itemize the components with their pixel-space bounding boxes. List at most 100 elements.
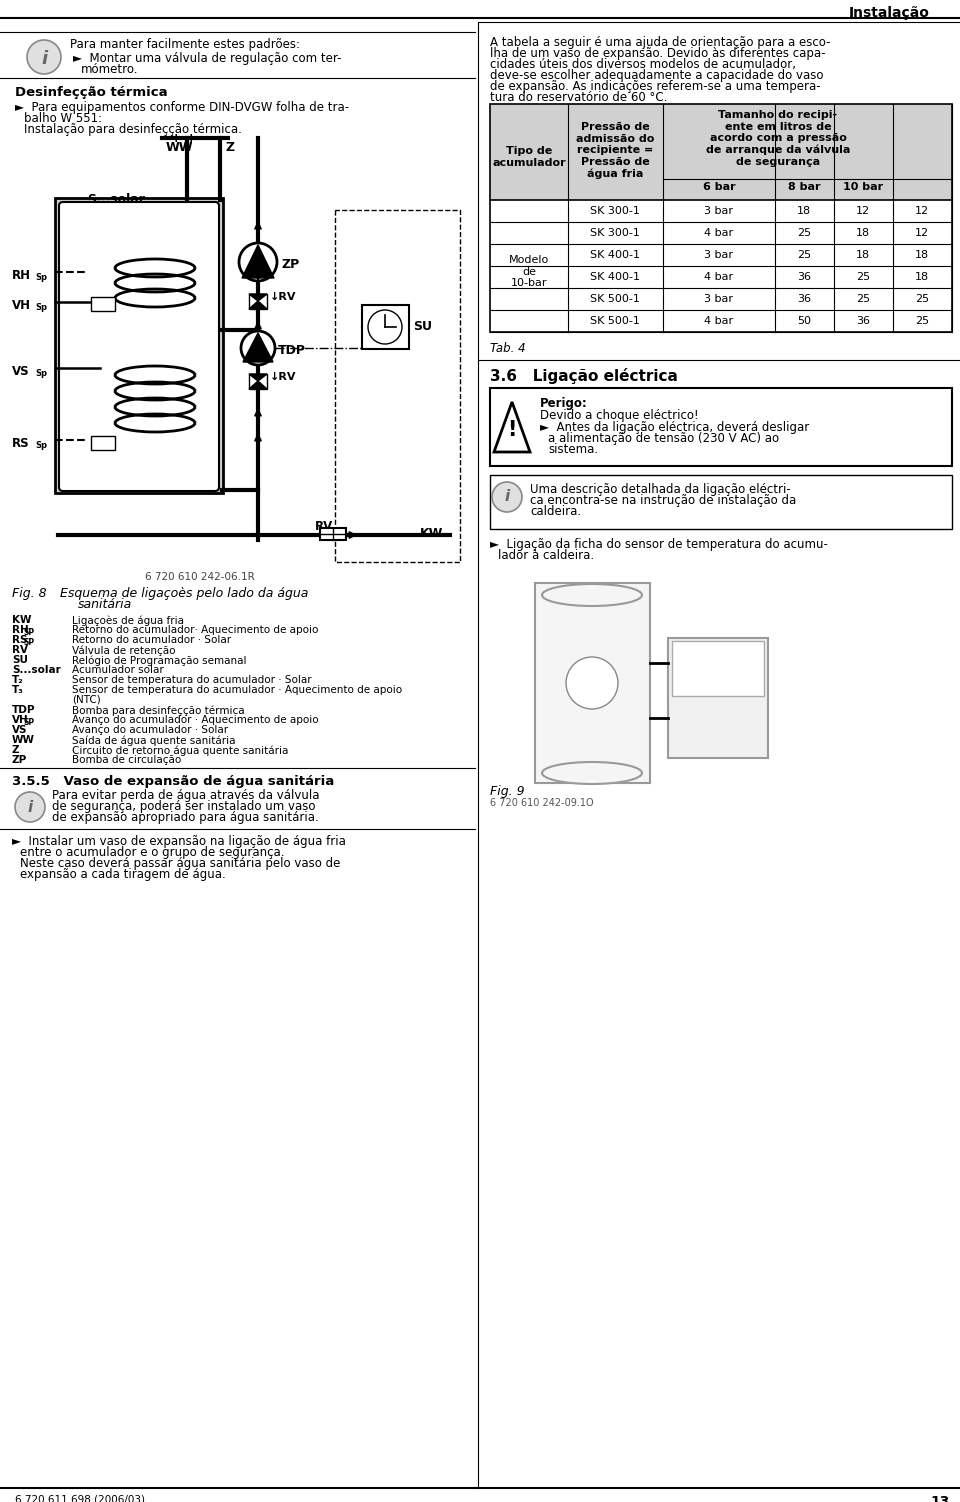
Text: 18: 18	[797, 206, 811, 216]
Text: SK 300-1: SK 300-1	[590, 228, 640, 237]
Circle shape	[241, 330, 275, 365]
Text: Avanço do acumulador · Aquecimento de apoio: Avanço do acumulador · Aquecimento de ap…	[72, 715, 319, 725]
Text: 18: 18	[915, 272, 929, 282]
Text: Tipo de
acumulador: Tipo de acumulador	[492, 146, 565, 168]
Ellipse shape	[542, 584, 642, 605]
Text: Bomba para desinfeçção térmica: Bomba para desinfeçção térmica	[72, 704, 245, 715]
Text: Tab. 4: Tab. 4	[490, 342, 526, 354]
Text: Perigo:: Perigo:	[540, 397, 588, 410]
Text: i: i	[41, 50, 47, 68]
Text: ►  Montar uma válvula de regulação com ter-: ► Montar uma válvula de regulação com te…	[73, 53, 342, 65]
Text: Relógio de Programação semanal: Relógio de Programação semanal	[72, 655, 247, 665]
Text: ZP: ZP	[282, 258, 300, 270]
Bar	[668, 638, 768, 759]
Bar	[91, 297, 115, 311]
Text: Retorno do acumulador· Aquecimento de apoio: Retorno do acumulador· Aquecimento de ap…	[72, 625, 319, 635]
Text: T: T	[93, 299, 99, 309]
Text: 25: 25	[797, 228, 811, 237]
Text: Ligaçoès de água fria: Ligaçoès de água fria	[72, 614, 184, 625]
Text: Modelo
de
10-bar: Modelo de 10-bar	[509, 255, 549, 288]
Text: Instalação para desinfeçção térmica.: Instalação para desinfeçção térmica.	[24, 123, 242, 137]
Bar	[490, 475, 952, 529]
Text: de expansão. As indicações referem-se a uma tempera-: de expansão. As indicações referem-se a …	[490, 80, 821, 93]
Circle shape	[566, 656, 618, 709]
Polygon shape	[249, 294, 267, 300]
Bar	[490, 104, 952, 200]
Bar	[249, 374, 267, 389]
Polygon shape	[249, 374, 267, 382]
Text: RV: RV	[315, 520, 333, 533]
Text: ↓RV: ↓RV	[270, 372, 297, 382]
Text: 4 bar: 4 bar	[705, 228, 733, 237]
Text: Neste caso deverá passar água sanitária pelo vaso de: Neste caso deverá passar água sanitária …	[20, 858, 341, 870]
Text: 3 bar: 3 bar	[705, 206, 733, 216]
Text: caldeira.: caldeira.	[530, 505, 581, 518]
Text: lador à caldeira.: lador à caldeira.	[498, 550, 594, 562]
Text: deve-se escolher adequadamente a capacidade do vaso: deve-se escolher adequadamente a capacid…	[490, 69, 824, 83]
Bar	[535, 583, 650, 783]
Text: VS: VS	[12, 365, 30, 379]
Text: 12: 12	[915, 228, 929, 237]
Text: 2: 2	[100, 440, 105, 449]
Bar	[320, 529, 346, 541]
Text: Para evitar perda de água através da válvula: Para evitar perda de água através da vál…	[52, 789, 320, 802]
Text: 4 bar: 4 bar	[705, 315, 733, 326]
Text: ↓RV: ↓RV	[270, 291, 297, 302]
Text: 4 bar: 4 bar	[705, 272, 733, 282]
Bar	[672, 641, 764, 695]
Text: 25: 25	[915, 315, 929, 326]
Bar	[490, 388, 952, 466]
Text: Uma descrição detalhada da ligação eléctri-: Uma descrição detalhada da ligação eléct…	[530, 484, 791, 496]
Text: i: i	[28, 801, 33, 816]
Text: Tamanho do recipi-
ente em litros de
acordo com a pressão
de arranque da válvula: Tamanho do recipi- ente em litros de aco…	[706, 110, 851, 167]
Text: de expansão apropriado para água sanitária.: de expansão apropriado para água sanitár…	[52, 811, 319, 825]
Text: 50: 50	[797, 315, 811, 326]
Text: SU: SU	[12, 655, 28, 665]
Text: RH: RH	[12, 269, 31, 282]
Text: WW: WW	[12, 734, 35, 745]
Text: 18: 18	[856, 249, 870, 260]
Ellipse shape	[542, 762, 642, 784]
Text: 36: 36	[856, 315, 870, 326]
Text: TDP: TDP	[12, 704, 36, 715]
Text: 25: 25	[797, 249, 811, 260]
Text: mómetro.: mómetro.	[81, 63, 138, 77]
Polygon shape	[243, 333, 273, 362]
Text: Retorno do acumulador · Solar: Retorno do acumulador · Solar	[72, 635, 231, 644]
Text: entre o acumulador e o grupo de segurança.: entre o acumulador e o grupo de seguranç…	[20, 846, 284, 859]
Text: A tabela a seguir é uma ajuda de orientação para a esco-: A tabela a seguir é uma ajuda de orienta…	[490, 36, 830, 50]
Text: Acumulador solar: Acumulador solar	[72, 665, 164, 674]
Text: Saída de água quente sanitária: Saída de água quente sanitária	[72, 734, 235, 745]
Polygon shape	[249, 382, 267, 389]
Text: SK 400-1: SK 400-1	[590, 249, 640, 260]
Text: ►  Para equipamentos conforme DIN-DVGW folha de tra-: ► Para equipamentos conforme DIN-DVGW fo…	[15, 101, 349, 114]
Text: ►  Ligação da ficha do sensor de temperatura do acumu-: ► Ligação da ficha do sensor de temperat…	[490, 538, 828, 551]
Text: Bomba de circulação: Bomba de circulação	[72, 756, 181, 765]
Text: sistema.: sistema.	[548, 443, 598, 457]
Text: 3 bar: 3 bar	[705, 294, 733, 303]
Text: WW: WW	[166, 141, 194, 155]
Text: KW: KW	[420, 527, 444, 541]
Text: SP: SP	[23, 638, 35, 647]
Text: KW: KW	[12, 614, 32, 625]
Text: sanitária: sanitária	[78, 598, 132, 611]
Text: 18: 18	[856, 228, 870, 237]
Text: 6 bar: 6 bar	[703, 182, 735, 192]
Text: SK 500-1: SK 500-1	[590, 315, 640, 326]
Text: 25: 25	[856, 294, 870, 303]
Circle shape	[239, 243, 277, 281]
Bar	[249, 294, 267, 309]
Text: tura do reservatório de 60 °C.: tura do reservatório de 60 °C.	[490, 92, 667, 104]
Text: Para manter facilmente estes padrões:: Para manter facilmente estes padrões:	[70, 38, 300, 51]
Text: Válvula de retenção: Válvula de retenção	[72, 644, 176, 655]
Text: SP: SP	[23, 628, 35, 637]
Text: cidades úteis dos diversos modelos de acumulador,: cidades úteis dos diversos modelos de ac…	[490, 59, 796, 71]
Text: 25: 25	[856, 272, 870, 282]
Text: SK 300-1: SK 300-1	[590, 206, 640, 216]
Text: Fig. 8: Fig. 8	[12, 587, 47, 599]
Text: VS: VS	[12, 725, 28, 734]
Text: a alimentação de tensão (230 V AC) ao: a alimentação de tensão (230 V AC) ao	[548, 433, 780, 445]
Text: Devido a choque eléctrico!: Devido a choque eléctrico!	[540, 409, 699, 422]
Text: +: +	[186, 132, 197, 146]
Text: Fig. 9: Fig. 9	[490, 786, 524, 798]
